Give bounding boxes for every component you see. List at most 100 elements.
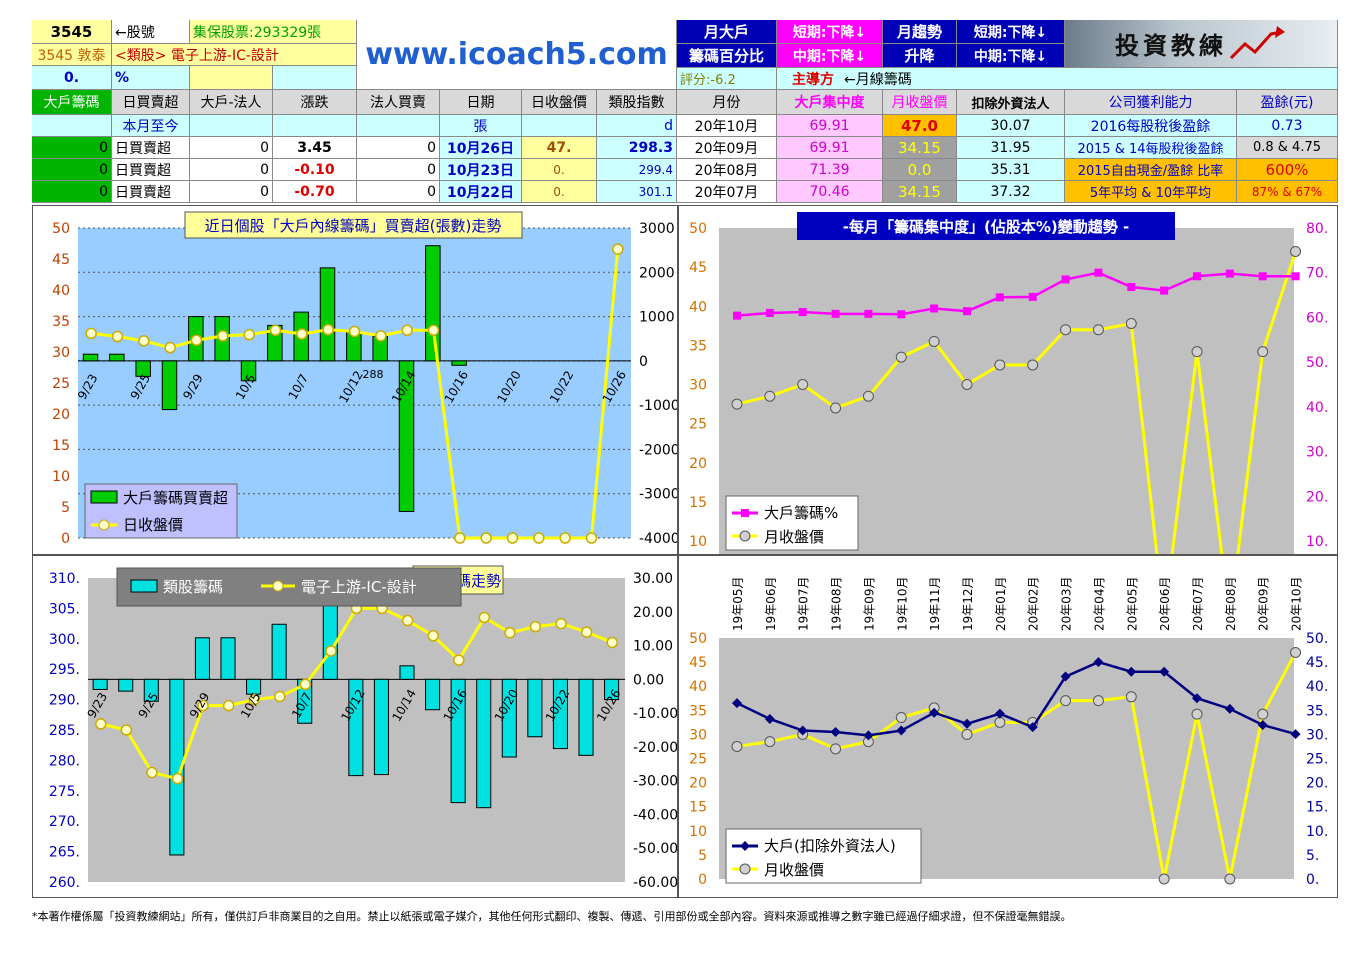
legend-label: 大戶籌碼買賣超 xyxy=(123,489,228,507)
chart-bar xyxy=(161,360,178,411)
x-tick-label: 19年11月 xyxy=(928,576,942,631)
line-point xyxy=(1159,666,1170,677)
line-point xyxy=(478,611,491,624)
line-point xyxy=(1192,693,1202,704)
line-point xyxy=(1027,359,1039,371)
monthly-month: 20年09月 xyxy=(677,137,777,159)
chart-panel-daily-chip: 9/23 9/25 9/29 10/5 10/7 10/12 10/14 10/16 10/20… xyxy=(32,205,678,555)
line-point xyxy=(504,626,516,639)
chart-bar xyxy=(271,623,287,680)
chart-title-box xyxy=(797,212,1175,240)
col-header-eps: 盈餘(元) xyxy=(1237,90,1338,115)
x-tick-label: 20年03月 xyxy=(1060,576,1074,631)
month-row-cell xyxy=(190,115,273,137)
chart-bar xyxy=(552,678,568,750)
profit-label: 2016每股稅後盈餘 xyxy=(1065,115,1237,137)
axis-tick-label: 5 xyxy=(698,848,707,864)
line-point xyxy=(895,712,907,724)
line-point xyxy=(1257,708,1269,720)
x-tick-label: 19年06月 xyxy=(764,576,778,631)
line-point xyxy=(427,324,440,337)
x-tick-label: 20年05月 xyxy=(1125,576,1139,631)
profit-value: 0.73 xyxy=(1237,115,1338,137)
line-point xyxy=(299,678,312,691)
axis-tick-label: 260. xyxy=(49,875,80,891)
month-row-index: d xyxy=(597,115,677,137)
short-trend-b: 短期:下降↓ xyxy=(957,20,1065,44)
line-point xyxy=(830,402,842,414)
axis-tick-label: 280. xyxy=(49,753,80,769)
line-point xyxy=(322,323,334,336)
line-point xyxy=(85,327,97,340)
industry-label: <類股> 電子上游-IC-設計 xyxy=(112,44,357,66)
line-point xyxy=(1125,317,1137,329)
line-point xyxy=(454,532,466,544)
line-point xyxy=(138,335,150,347)
x-tick-label: 20年09月 xyxy=(1257,576,1271,631)
stock-code: 3545 xyxy=(32,20,112,44)
axis-tick-label: 270. xyxy=(49,814,80,830)
daily-close: 0. xyxy=(522,159,597,181)
axis-tick-label: 40 xyxy=(52,283,70,299)
line-point xyxy=(120,724,133,736)
axis-tick-label: -4000 xyxy=(639,531,678,547)
line-point xyxy=(1061,275,1070,284)
axis-tick-label: 0 xyxy=(639,354,648,370)
blank-cell xyxy=(190,66,273,90)
axis-tick-label: 40 xyxy=(689,299,707,315)
axis-tick-label: 15 xyxy=(689,800,707,816)
chart-bar xyxy=(476,678,492,809)
chart-bar xyxy=(373,678,389,776)
legend-box xyxy=(725,495,859,551)
axis-tick-label: 30 xyxy=(52,345,70,361)
x-tick-label: 20年07月 xyxy=(1191,576,1205,631)
axis-tick-label: -2000 xyxy=(639,442,678,458)
axis-tick-label: 10 xyxy=(689,824,707,840)
monthly-conc: 71.39 xyxy=(777,159,883,181)
profit-label: 2015自由現金/盈餘 比率 xyxy=(1065,159,1237,181)
col-header-profit: 公司獲利能力 xyxy=(1065,90,1237,115)
line-point xyxy=(506,532,519,544)
axis-tick-label: 35 xyxy=(689,338,707,354)
axis-tick-label: 0 xyxy=(698,872,707,888)
daily-chip: 0 xyxy=(32,137,112,159)
axis-tick-label: 40. xyxy=(1306,400,1328,416)
mid-trend-b: 中期:下降↓ xyxy=(957,44,1065,68)
axis-tick-label: 10. xyxy=(1306,534,1328,550)
blank-cell xyxy=(273,66,357,90)
lead-note: ←月線籌碼 xyxy=(844,71,912,88)
monthly-close: 34.15 xyxy=(883,181,957,203)
line-point xyxy=(296,328,308,340)
line-point xyxy=(798,308,807,317)
line-point xyxy=(764,390,776,402)
line-point xyxy=(764,736,776,748)
axis-tick-label: -20.00 xyxy=(633,740,678,756)
axis-tick-label: 50 xyxy=(52,221,70,237)
lead-row: 主導方 ←月線籌碼 xyxy=(777,68,1338,90)
line-point xyxy=(995,293,1004,302)
line-point xyxy=(731,740,743,752)
site-url[interactable]: www.icoach5.com xyxy=(357,20,677,90)
monthly-close: 0.0 xyxy=(883,159,957,181)
legend-label: 日收盤價 xyxy=(123,516,183,534)
axis-tick-label: 45 xyxy=(52,252,70,268)
daily-close: 0. xyxy=(522,181,597,203)
series-line xyxy=(736,271,1296,317)
daily-date: 10月22日 xyxy=(440,181,522,203)
legend-label: 月收盤價 xyxy=(764,528,824,546)
daily-date: 10月23日 xyxy=(440,159,522,181)
col-header-date: 日期 xyxy=(440,90,522,115)
line-point xyxy=(1191,708,1203,720)
legend-swatch-bar xyxy=(90,490,118,504)
line-point xyxy=(1060,695,1072,707)
line-point xyxy=(348,325,361,338)
chart-bar xyxy=(109,353,125,362)
monthly-conc: 69.91 xyxy=(777,115,883,137)
line-point xyxy=(1158,873,1170,885)
axis-tick-label: -10.00 xyxy=(633,706,678,722)
line-point xyxy=(765,308,774,317)
line-point xyxy=(190,334,203,346)
short-trend-a: 短期:下降↓ xyxy=(777,20,883,44)
line-point xyxy=(1224,703,1235,714)
line-point xyxy=(961,728,973,740)
